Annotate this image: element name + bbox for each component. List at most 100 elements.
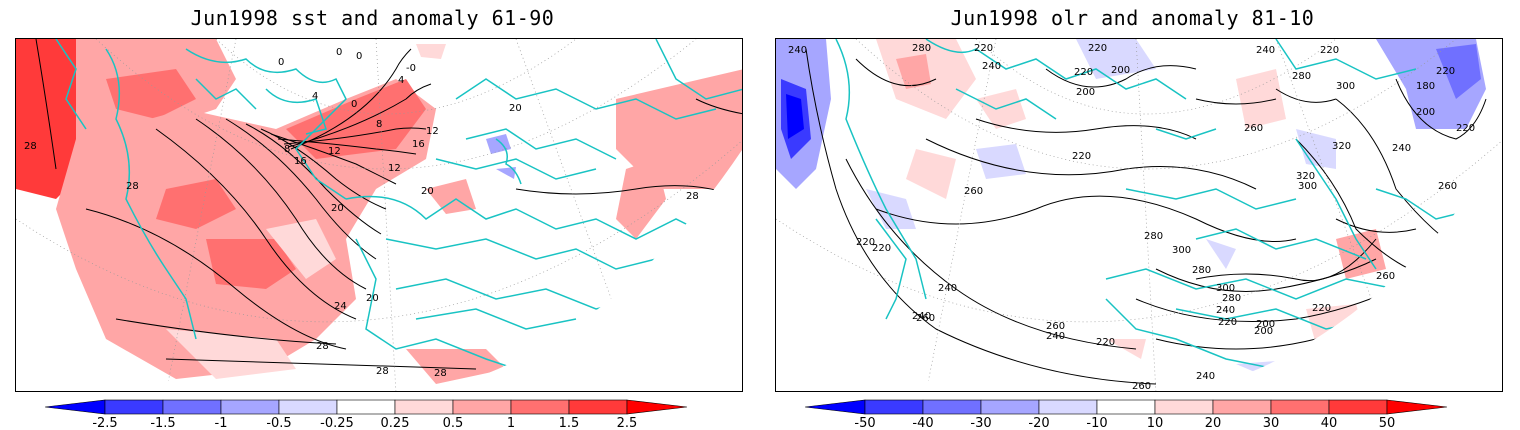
olr-contour-label: 240: [982, 61, 1001, 72]
olr-colorbar-segment: [1270, 399, 1330, 415]
sst-contour-label: 20: [421, 186, 434, 197]
sst-colorbar-segment: [336, 399, 396, 415]
olr-contour-label: 260: [916, 313, 935, 324]
sst-contour-label: 0: [356, 51, 362, 62]
olr-contour-label: 220: [1218, 317, 1237, 328]
olr-colorbar-segment: [1038, 399, 1098, 415]
olr-colorbar-tick-label: -20: [1028, 416, 1049, 430]
sst-colorbar-graphic: -2.5 -1.5 -1 -0.5 -0.25 0.25 0.5 1 1.5 2.5: [45, 399, 688, 430]
olr-contour-label: 220: [1320, 45, 1339, 56]
olr-map-title: Jun1998 olr and anomaly 81-10: [950, 6, 1315, 30]
sst-colorbar-segment: [162, 399, 222, 415]
olr-contour-label: 280: [912, 43, 931, 54]
olr-contour-label: 220: [1456, 123, 1475, 134]
olr-colorbar-tick-label: 10: [1147, 416, 1164, 430]
olr-colorbar-tick-label: 50: [1379, 416, 1396, 430]
olr-contour-label: 300: [1336, 81, 1355, 92]
olr-colorbar-arrow-high: [1386, 399, 1448, 415]
olr-contour-label: 260: [964, 186, 983, 197]
sst-colorbar-segment: [394, 399, 454, 415]
olr-contour-label: 260: [1244, 123, 1263, 134]
olr-contour-label: 240: [1392, 143, 1411, 154]
sst-contour-label: 28: [376, 366, 389, 377]
sst-colorbar-tick-label: 0.5: [443, 416, 464, 430]
olr-map: 240 280 220 220 240 220 220 200 240 200 …: [775, 38, 1503, 392]
olr-contour-label: 260: [1132, 381, 1151, 392]
sst-contour-label: 24: [334, 301, 347, 312]
sst-colorbar-tick-label: 1.5: [559, 416, 580, 430]
sst-colorbar-arrow-low: [45, 399, 106, 415]
olr-colorbar-tick-label: 30: [1263, 416, 1280, 430]
sst-contour-label: 0: [351, 99, 357, 110]
olr-contour-label: 260: [1438, 181, 1457, 192]
olr-contour-label: 220: [856, 237, 875, 248]
sst-contour-label: 28: [686, 191, 699, 202]
olr-contour-label: 220: [1096, 337, 1115, 348]
sst-colorbar-segment: [220, 399, 280, 415]
olr-contour-label: 280: [1192, 265, 1211, 276]
sst-colorbar-tick-label: -1.5: [150, 416, 175, 430]
olr-colorbar-graphic: -50 -40 -30 -20 -10 10 20 30 40 50: [805, 399, 1448, 430]
olr-colorbar-segment: [922, 399, 982, 415]
sst-contour-label: 28: [434, 368, 447, 379]
sst-contour-label: 12: [328, 146, 341, 157]
sst-colorbar-tick-label: 0.25: [381, 416, 410, 430]
olr-contour-label: 280: [1144, 231, 1163, 242]
olr-contour-label: 300: [1172, 245, 1191, 256]
sst-colorbar-tick-label: -1: [215, 416, 228, 430]
olr-contour-label: 220: [1074, 67, 1093, 78]
sst-colorbar: -2.5 -1.5 -1 -0.5 -0.25 0.25 0.5 1 1.5 2.5: [45, 398, 705, 430]
sst-colorbar-tick-label: -0.25: [320, 416, 354, 430]
sst-contour-label: 20: [331, 203, 344, 214]
olr-contour-label: 240: [938, 283, 957, 294]
olr-contour-label: 260: [1376, 271, 1395, 282]
sst-colorbar-tick-label: 2.5: [617, 416, 638, 430]
sst-contour-label: 16: [294, 156, 307, 167]
sst-contour-label: 0: [278, 57, 284, 68]
olr-colorbar-tick-label: -40: [912, 416, 933, 430]
olr-contour-label: 240: [912, 311, 931, 322]
sst-contour-label: 28: [126, 181, 139, 192]
olr-contour-label: 320: [1332, 141, 1351, 152]
sst-colorbar-segment: [104, 399, 164, 415]
sst-panel: Jun1998 sst and anomaly 61-90: [0, 0, 745, 430]
olr-colorbar-tick-label: -30: [970, 416, 991, 430]
olr-contour-label: 240: [1256, 45, 1275, 56]
olr-contour-label: 220: [1072, 151, 1091, 162]
olr-colorbar-segment: [1096, 399, 1156, 415]
olr-colorbar-tick-label: -10: [1086, 416, 1107, 430]
sst-contour-label: 20: [366, 293, 379, 304]
sst-colorbar-arrow-high: [626, 399, 688, 415]
olr-contour-label: 320: [1296, 171, 1315, 182]
olr-contour-label: 240: [1046, 331, 1065, 342]
olr-contour-label: 240: [1216, 305, 1235, 316]
sst-contour-label: 28: [24, 141, 37, 152]
olr-colorbar: -50 -40 -30 -20 -10 10 20 30 40 50: [805, 398, 1465, 430]
olr-contour-label: 180: [1416, 81, 1435, 92]
olr-map-graphic: 240 280 220 220 240 220 220 200 240 200 …: [776, 39, 1502, 392]
sst-contour-label: 4: [398, 75, 404, 86]
sst-contour-label: -0: [406, 63, 416, 74]
sst-colorbar-tick-label: 1: [507, 416, 515, 430]
sst-colorbar-tick-label: -2.5: [92, 416, 117, 430]
olr-colorbar-segment: [1154, 399, 1214, 415]
olr-colorbar-segment: [1212, 399, 1272, 415]
olr-colorbar-arrow-low: [805, 399, 866, 415]
sst-colorbar-segment: [452, 399, 512, 415]
olr-contour-label: 220: [1312, 303, 1331, 314]
sst-contour-label: 8: [376, 119, 382, 130]
sst-contour-label: 8: [284, 144, 290, 155]
olr-contour-label: 260: [1046, 321, 1065, 332]
olr-colorbar-segment: [864, 399, 924, 415]
olr-colorbar-tick-label: 40: [1321, 416, 1338, 430]
sst-contour-label: 28: [316, 341, 329, 352]
sst-map-title: Jun1998 sst and anomaly 61-90: [190, 6, 555, 30]
olr-contour-label: 220: [1436, 66, 1455, 77]
olr-contour-label: 240: [788, 45, 807, 56]
olr-panel: Jun1998 olr and anomaly 81-10: [760, 0, 1505, 430]
sst-contour-label: 20: [509, 103, 522, 114]
sst-contour-label: 0: [336, 47, 342, 58]
olr-contour-label: 300: [1298, 181, 1317, 192]
olr-contour-label: 220: [872, 243, 891, 254]
olr-colorbar-segment: [980, 399, 1040, 415]
